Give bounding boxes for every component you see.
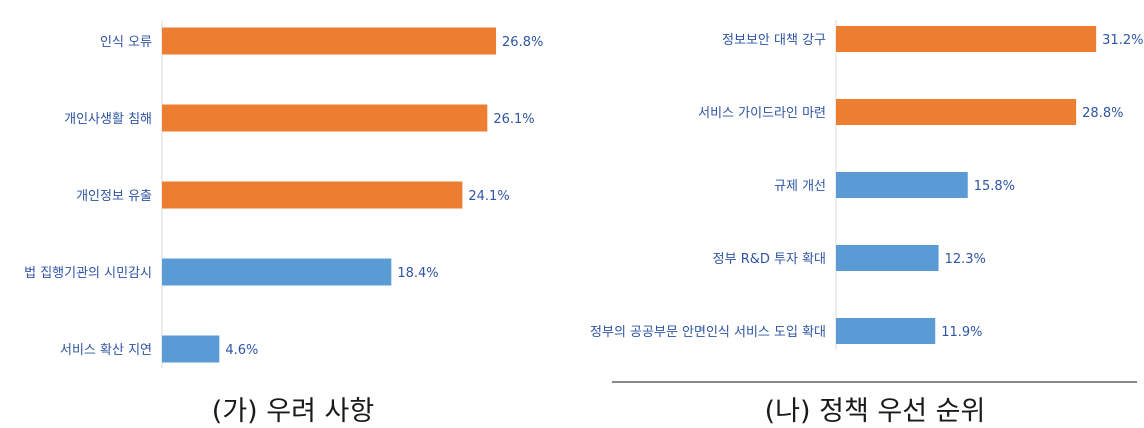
chart-a-caption: (가) 우려 사항: [212, 396, 374, 427]
bar: [836, 99, 1077, 125]
data-label: 4.6%: [225, 343, 258, 358]
bar: [162, 27, 497, 55]
data-label: 11.9%: [941, 325, 982, 340]
data-label: 24.1%: [468, 189, 509, 204]
bar: [836, 26, 1097, 52]
category-label: 법 집행기관의 시민감시: [24, 265, 152, 281]
data-label: 31.2%: [1102, 33, 1143, 48]
data-label: 26.1%: [493, 112, 534, 127]
data-label: 15.8%: [974, 179, 1015, 194]
chart-concerns: 인식 오류 26.8% 개인사생활 침해 26.1% 개인정보 유출 24.1% 법 집행기…: [24, 20, 543, 368]
category-label: 정부의 공공부문 안면인식 서비스 도입 확대: [590, 325, 826, 340]
category-label: 개인사생활 침해: [64, 112, 152, 127]
category-label: 서비스 확산 지연: [60, 343, 152, 358]
bar: [836, 172, 968, 198]
bar: [162, 181, 463, 209]
data-label: 12.3%: [945, 252, 986, 267]
bar: [836, 245, 939, 271]
category-label: 서비스 가이드라인 마련: [698, 106, 826, 121]
data-label: 28.8%: [1082, 106, 1123, 121]
data-label: 18.4%: [397, 266, 438, 281]
category-label: 정부 R&D 투자 확대: [713, 252, 826, 267]
bar: [162, 335, 220, 363]
chart-policy-priorities: 정보보안 대책 강구 31.2% 서비스 가이드라인 마련 28.8% 규제 개선 15.…: [590, 20, 1143, 350]
category-label: 개인정보 유출: [76, 189, 152, 204]
bar: [836, 318, 936, 344]
chart-b-caption: (나) 정책 우선 순위: [765, 396, 986, 427]
category-label: 정보보안 대책 강구: [722, 33, 826, 48]
category-label: 규제 개선: [774, 179, 826, 194]
data-label: 26.8%: [502, 35, 543, 50]
bar: [162, 258, 392, 286]
category-label: 인식 오류: [100, 35, 152, 50]
bar: [162, 104, 488, 132]
